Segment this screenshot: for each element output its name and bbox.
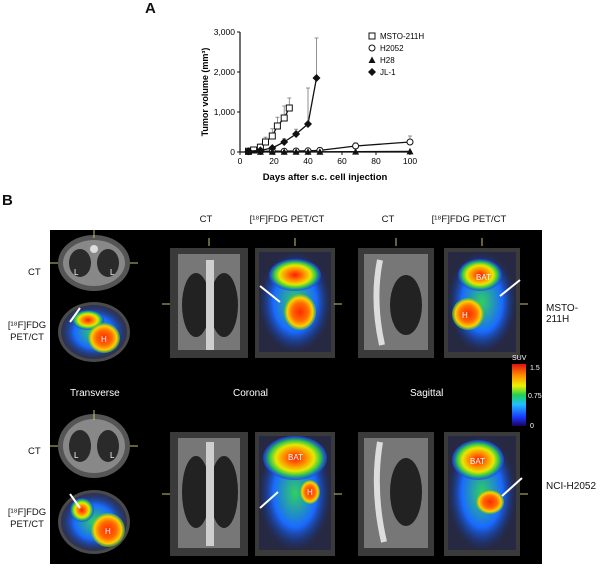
data-point [244,147,253,156]
data-point [280,148,288,155]
col-header-pet-1: [¹⁸F]FDG PET/CT [249,214,325,225]
row1-ct-label: CT [28,267,41,278]
bat-label: BAT [470,457,485,466]
row-name-msto: MSTO-211H [546,303,579,325]
row2-sagittal-ct [358,432,434,556]
col-header-ct-2: CT [381,214,395,225]
view-label-sagittal: Sagittal [410,388,444,399]
bat-label: BAT [476,273,491,282]
row2-ct-label: CT [28,446,41,457]
x-tick-label: 20 [269,156,279,166]
chart-series [244,37,414,156]
suv-mid: 0.75 [528,393,542,400]
data-point [292,148,300,155]
x-tick-label: 0 [238,156,243,166]
x-axis-label: Days after s.c. cell injection [263,172,388,183]
scan-images: L L H BAT H [50,230,542,556]
chart-legend: MSTO-211H H2052 H28 JL-1 [368,32,424,77]
legend-label: MSTO-211H [380,32,424,41]
data-point [316,148,324,155]
row1-pet-label-1: [¹⁸F]FDG [7,320,47,331]
col-header-ct-1: CT [199,214,213,225]
lung-label: L [74,268,79,277]
panel-a-letter: A [145,0,156,17]
legend-marker [368,68,376,76]
data-point [292,130,301,138]
lung-label: L [110,451,115,460]
suv-max: 1.5 [530,365,540,372]
row1-coronal-ct [170,248,248,358]
row-name-h2052: NCI-H2052 [546,481,597,492]
row2-transverse-ct: L L [58,414,130,478]
row2-transverse-pet: H [58,490,130,554]
data-point [304,120,312,128]
row1-pet-label-2: PET/CT [10,332,44,343]
y-tick-label: 3,000 [214,27,236,37]
y-tick-label: 0 [230,147,235,157]
data-point [285,104,293,112]
suv-color-scale: SUV 1.5 0.75 0 [512,355,542,430]
x-tick-label: 40 [303,156,313,166]
row2-pet-label-2: PET/CT [10,519,44,530]
alignment-ticks [50,230,528,495]
legend-label: JL-1 [380,68,396,77]
legend-marker [368,56,376,63]
data-point [406,138,414,146]
data-point [262,138,269,146]
legend-marker [368,44,376,52]
series-JL-1 [244,37,321,156]
series-MSTO-211H [245,97,293,155]
x-tick-label: 60 [337,156,347,166]
row2-coronal-pet: BAT H [255,432,335,556]
heart-label: H [307,488,313,497]
suv-min: 0 [530,423,534,430]
view-label-coronal: Coronal [233,388,269,399]
row1-sagittal-ct [358,248,434,358]
tumor-volume-chart: 0 20 40 60 80 100 0 1,000 2,000 3,000 MSTO-211H H2… [200,27,424,183]
legend-label: H2052 [380,44,404,53]
data-point [406,147,414,155]
data-point [312,74,321,82]
row2-pet-label-1: [¹⁸F]FDG [7,507,47,518]
row1-transverse-pet: H [58,302,130,362]
row1-coronal-pet [255,248,335,358]
data-point [268,144,277,152]
heart-label: H [105,527,111,536]
heart-label: H [462,311,468,320]
data-point [280,138,289,146]
y-axis-label: Tumor volume (mm³) [200,48,210,137]
x-tick-label: 100 [403,156,417,166]
lung-label: L [110,268,115,277]
data-point [304,148,312,155]
view-label-transverse: Transverse [70,388,120,399]
row1-transverse-ct: L L [58,235,130,291]
data-point [273,122,281,130]
data-point [280,114,288,122]
legend-marker [368,32,376,40]
panel-b-letter: B [2,192,13,209]
lung-label: L [74,451,79,460]
data-point [256,146,265,155]
data-point [352,148,360,155]
bat-label: BAT [288,453,303,462]
data-point [268,132,276,140]
row1-sagittal-pet: BAT H [444,248,521,358]
col-header-pet-2: [¹⁸F]FDG PET/CT [431,214,507,225]
row2-sagittal-pet: BAT [444,432,523,556]
x-tick-label: 80 [371,156,381,166]
suv-title: SUV [512,355,527,362]
y-tick-label: 2,000 [214,67,236,77]
legend-label: H28 [380,56,395,65]
heart-label: H [101,335,107,344]
row2-coronal-ct [170,432,248,556]
y-tick-label: 1,000 [214,107,236,117]
